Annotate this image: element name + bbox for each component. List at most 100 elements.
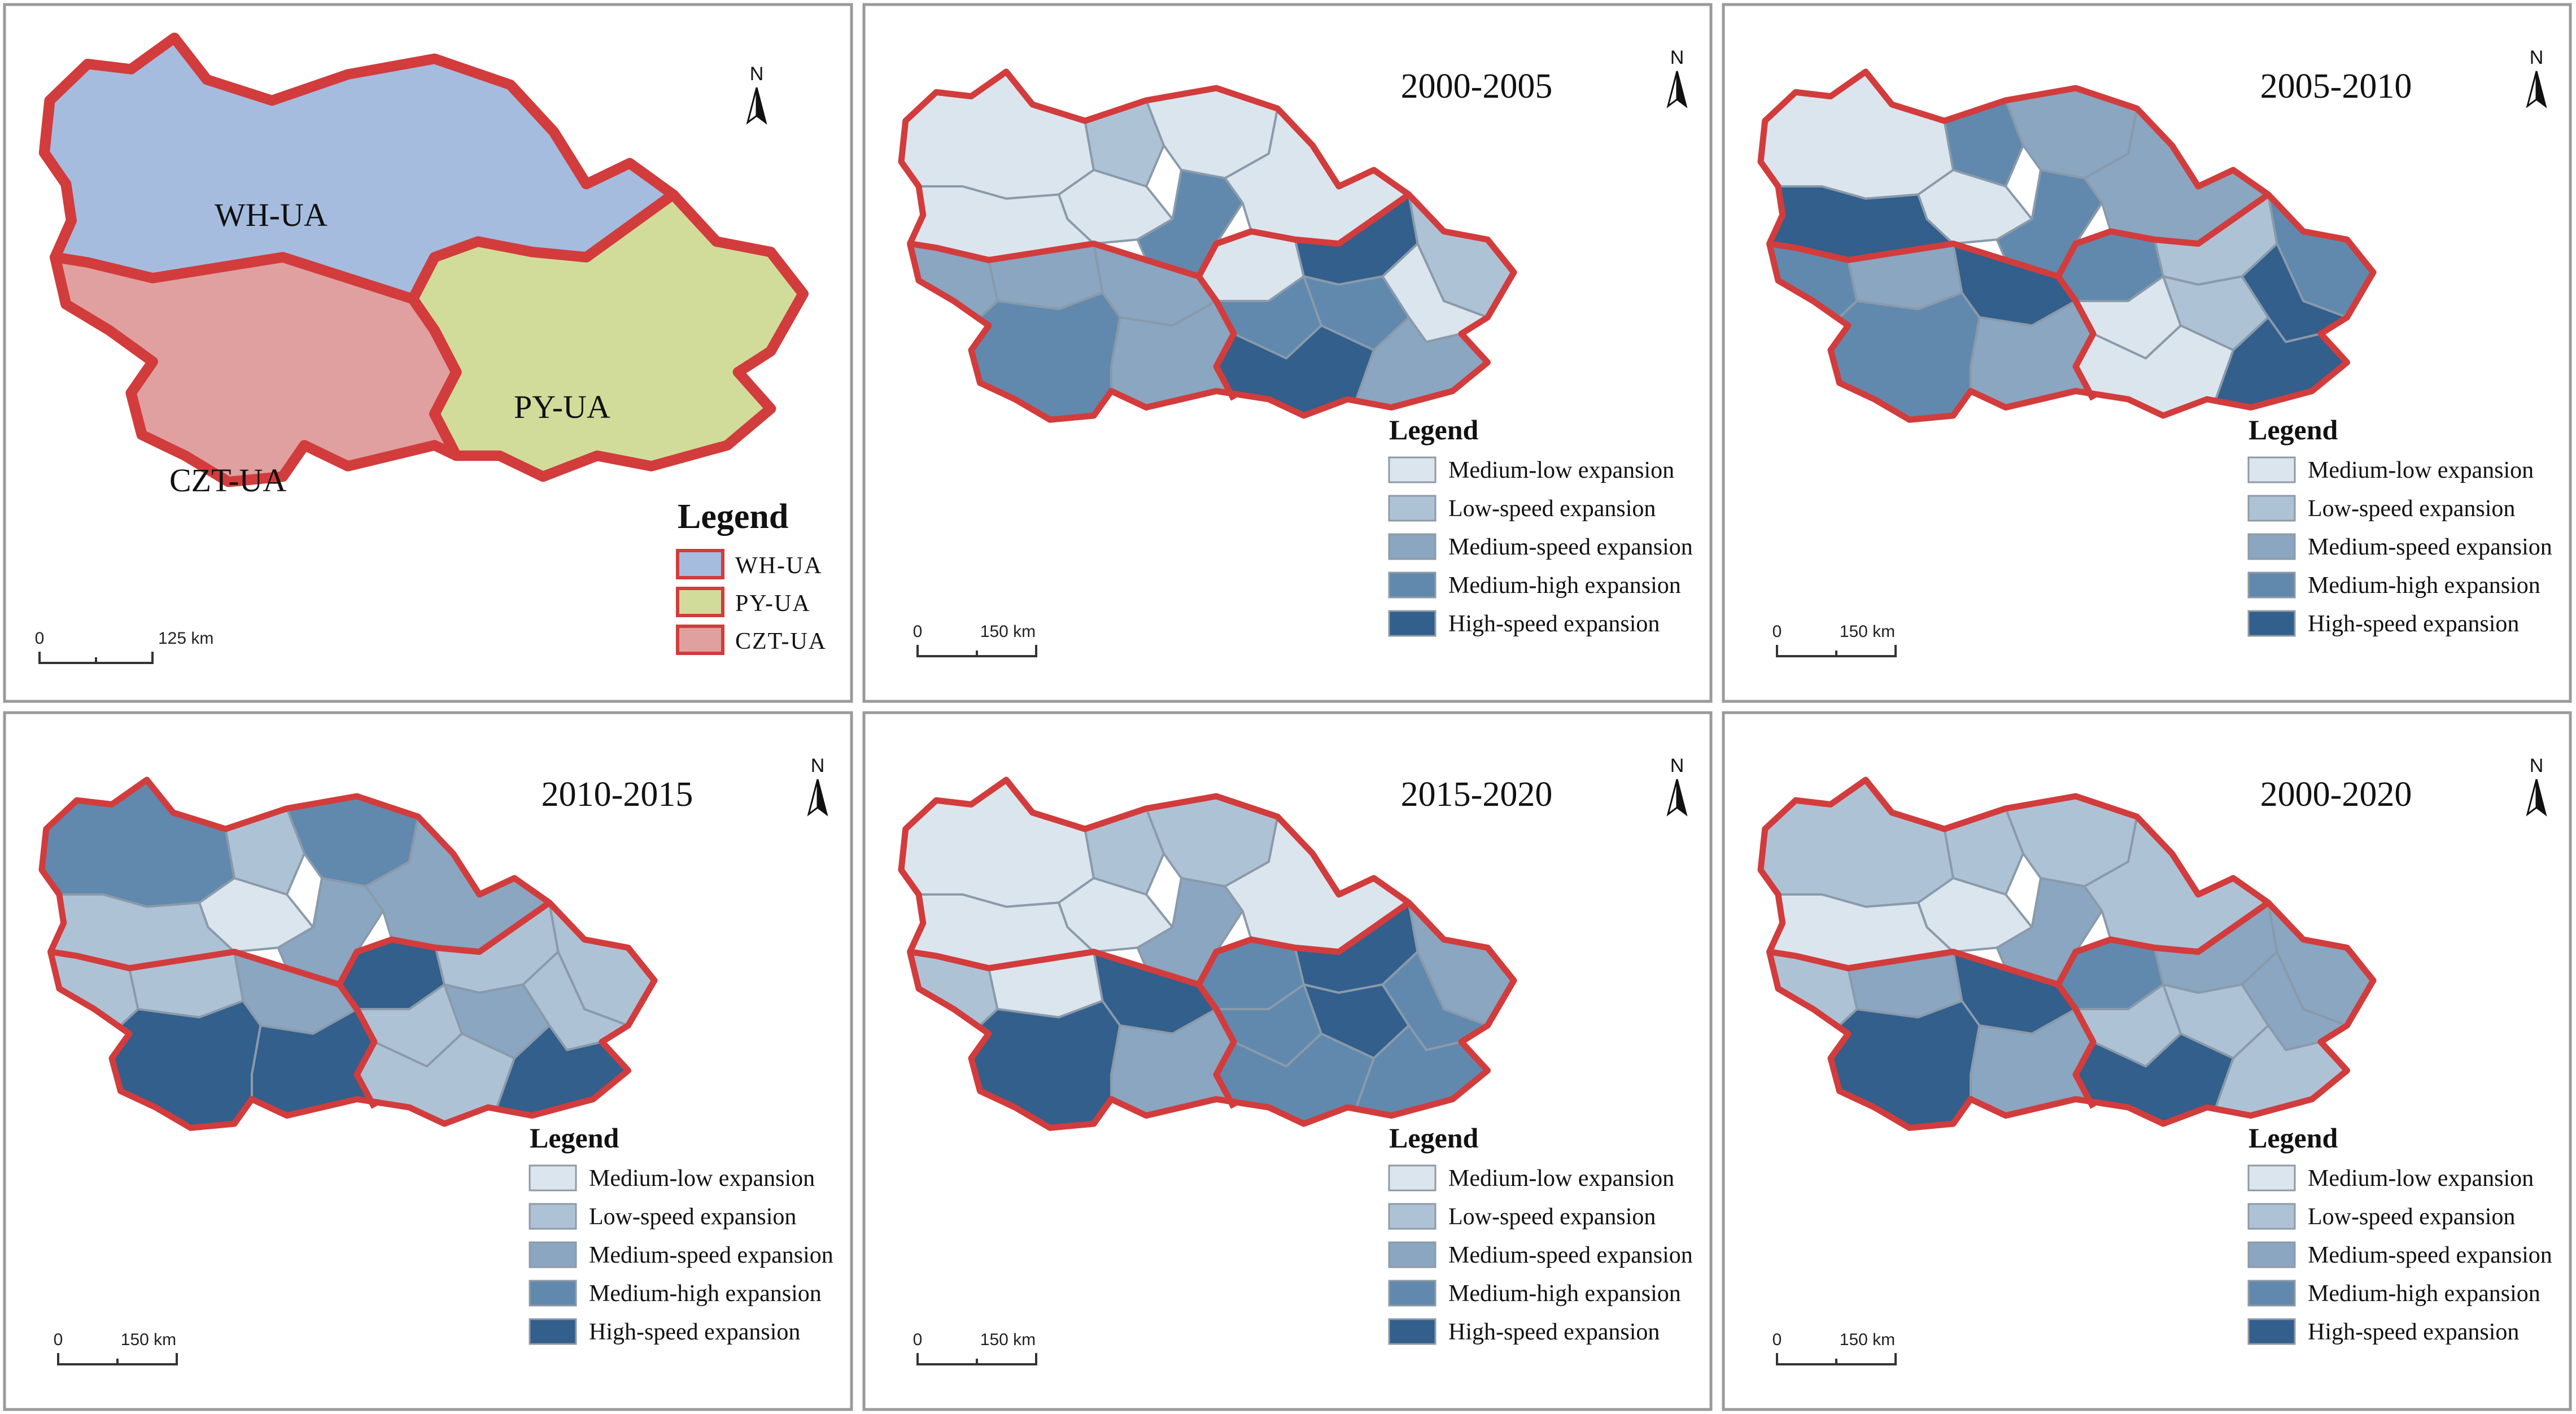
- legend-label: Medium-high expansion: [1448, 1281, 1681, 1307]
- legend-label: High-speed expansion: [2308, 611, 2519, 637]
- study-area-outline: [1761, 72, 2373, 420]
- legend-label: High-speed expansion: [2308, 1319, 2519, 1345]
- legend-title: Legend: [1389, 414, 1479, 446]
- legend-swatch-3: [529, 1280, 577, 1307]
- legend-label: High-speed expansion: [1448, 1319, 1660, 1345]
- py-ua-region: [407, 189, 809, 482]
- legend-swatch-1: [2247, 1203, 2296, 1230]
- legend-swatch-1: [1388, 1203, 1437, 1230]
- period-title: 2015-2020: [1401, 775, 1553, 814]
- legend-swatch-0: [1388, 456, 1437, 483]
- legend-swatch-0: [1388, 1164, 1437, 1192]
- legend-label: Medium-high expansion: [2308, 1281, 2540, 1307]
- ua-boundary-2: [1199, 985, 1234, 1108]
- ua-boundary-2: [2058, 277, 2093, 400]
- czt-ua-label: CZT-UA: [169, 462, 286, 499]
- map-panel-2005-2010: 2005-2010 N Legend Medium-low expansion Low-…: [1761, 47, 2552, 657]
- north-arrow-letter: N: [2530, 47, 2544, 68]
- scale-zero: 0: [1772, 622, 1782, 641]
- legend-swatch-2: [529, 1241, 577, 1268]
- legend-label: High-speed expansion: [1448, 611, 1660, 637]
- legend-label: Medium-high expansion: [2308, 573, 2540, 599]
- legend-label: Medium-high expansion: [1448, 573, 1681, 599]
- scale-distance: 150 km: [980, 622, 1036, 641]
- legend-label: Low-speed expansion: [2308, 1204, 2515, 1230]
- legend-swatch-2: [2247, 1241, 2296, 1268]
- legend-label: Medium-speed expansion: [2308, 1242, 2552, 1268]
- legend-title: Legend: [1389, 1122, 1479, 1154]
- ua-boundary-2: [2058, 985, 2093, 1108]
- legend-swatch-2: [2247, 533, 2296, 560]
- map-panel-2000-2005: 2000-2005 N Legend Medium-low expansion Low-…: [901, 47, 1693, 657]
- czt-ua-region: [50, 252, 462, 487]
- legend-swatch-3: [1388, 571, 1437, 599]
- legend-swatch-2: [1388, 1241, 1437, 1268]
- legend-swatch-4: [2247, 610, 2296, 637]
- scale-distance: 150 km: [1840, 622, 1895, 641]
- map-panel-2010-2015: 2010-2015 N Legend Medium-low expansion Low-…: [42, 755, 833, 1365]
- legend-label: Medium-speed expansion: [1448, 1242, 1693, 1268]
- legend-label: Medium-speed expansion: [2308, 534, 2552, 560]
- legend-swatch-wh-ua: [676, 549, 724, 579]
- scale-distance: 125 km: [158, 629, 213, 648]
- scale-zero: 0: [54, 1330, 63, 1349]
- legend-swatch-0: [529, 1164, 577, 1192]
- legend-title: Legend: [530, 1122, 619, 1154]
- legend-swatch-4: [1388, 610, 1437, 637]
- ua-boundary-2: [339, 985, 374, 1108]
- legend-label: Low-speed expansion: [1448, 496, 1656, 522]
- legend-swatch-4: [529, 1318, 577, 1345]
- legend: Legend Medium-low expansion Low-speed expa…: [2247, 414, 2552, 637]
- north-arrow-letter: N: [1670, 755, 1684, 776]
- scale-bar: 0 150 km: [913, 1330, 1037, 1365]
- legend-swatch-4: [2247, 1318, 2296, 1345]
- north-arrow-letter: N: [2530, 755, 2544, 776]
- period-title: 2000-2020: [2260, 775, 2412, 814]
- legend-swatch-1: [529, 1203, 577, 1230]
- study-area-outline: [1761, 780, 2373, 1128]
- study-area-outline: [42, 780, 654, 1128]
- scale-bar: 0 150 km: [913, 622, 1037, 657]
- scale-bar: 0 150 km: [1772, 1330, 1897, 1365]
- scale-zero: 0: [913, 622, 923, 641]
- period-title: 2010-2015: [542, 775, 693, 814]
- choropleth-2010-2015: [42, 780, 654, 1128]
- legend-swatch-3: [1388, 1280, 1437, 1307]
- scale-distance: 150 km: [1840, 1330, 1895, 1349]
- legend-label: Low-speed expansion: [1448, 1204, 1656, 1230]
- legend-swatch-3: [2247, 571, 2296, 599]
- legend-label: Medium-low expansion: [2308, 457, 2534, 483]
- legend-label: Medium-high expansion: [589, 1281, 822, 1307]
- overview-scale-bar: 0 125 km: [35, 629, 213, 664]
- legend: Legend Medium-low expansion Low-speed expa…: [1388, 1122, 1693, 1345]
- choropleth-2000-2005: [901, 72, 1514, 420]
- map-panel-2000-2020: 2000-2020 N Legend Medium-low expansion Low-…: [1761, 755, 2552, 1365]
- north-arrow-letter: N: [811, 755, 825, 776]
- legend-label: High-speed expansion: [589, 1319, 800, 1345]
- period-title: 2000-2005: [1401, 67, 1553, 106]
- legend-label: Medium-low expansion: [589, 1166, 815, 1192]
- period-title: 2005-2010: [2260, 67, 2412, 106]
- legend-swatch-2: [1388, 533, 1437, 560]
- legend: Legend Medium-low expansion Low-speed expa…: [2247, 1122, 2552, 1345]
- study-area-outline: [901, 780, 1514, 1128]
- overview-panel: WH-UA PY-UA CZT-UA N Legend WH-UA PY-UA …: [35, 32, 826, 664]
- overview-legend-title: Legend: [678, 497, 788, 536]
- legend-title: Legend: [2248, 1122, 2338, 1154]
- study-area-outline: [901, 72, 1514, 420]
- wh-ua-label: WH-UA: [215, 197, 328, 233]
- legend-swatch-py-ua: [676, 587, 724, 617]
- choropleth-2005-2010: [1761, 72, 2373, 420]
- legend-label: Medium-low expansion: [2308, 1166, 2534, 1192]
- legend-label-wh-ua: WH-UA: [735, 553, 823, 579]
- legend-label: Low-speed expansion: [589, 1204, 796, 1230]
- scale-zero: 0: [35, 629, 45, 648]
- legend-label: Medium-speed expansion: [1448, 534, 1693, 560]
- legend: Legend Medium-low expansion Low-speed expa…: [529, 1122, 833, 1345]
- legend-swatch-1: [2247, 495, 2296, 522]
- scale-zero: 0: [1772, 1330, 1782, 1349]
- legend-label: Low-speed expansion: [2308, 496, 2515, 522]
- legend-label: Medium-speed expansion: [589, 1242, 833, 1268]
- legend-swatch-1: [1388, 495, 1437, 522]
